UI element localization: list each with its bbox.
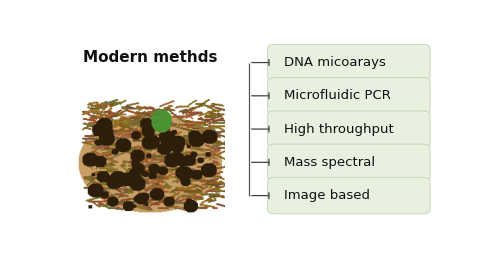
Text: Microfluidic PCR: Microfluidic PCR bbox=[284, 89, 391, 102]
Text: High throughput: High throughput bbox=[284, 123, 394, 136]
Text: Image based: Image based bbox=[284, 189, 370, 202]
FancyBboxPatch shape bbox=[268, 44, 430, 81]
FancyBboxPatch shape bbox=[268, 144, 430, 181]
Text: DNA micoarays: DNA micoarays bbox=[284, 56, 386, 69]
FancyBboxPatch shape bbox=[268, 111, 430, 147]
Text: Modern methds: Modern methds bbox=[82, 50, 217, 65]
Text: Mass spectral: Mass spectral bbox=[284, 156, 375, 169]
Bar bbox=[75, 84, 225, 215]
FancyBboxPatch shape bbox=[268, 77, 430, 114]
FancyBboxPatch shape bbox=[268, 177, 430, 214]
